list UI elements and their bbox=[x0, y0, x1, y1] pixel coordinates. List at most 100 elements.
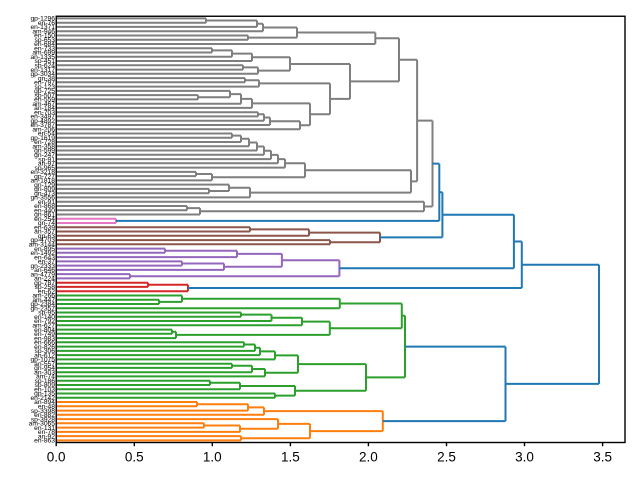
svg-text:en-140: en-140 bbox=[34, 314, 55, 321]
svg-text:en-684: en-684 bbox=[34, 41, 55, 48]
svg-text:am-266: am-266 bbox=[32, 293, 55, 300]
svg-text:gp-727: gp-727 bbox=[34, 173, 55, 180]
svg-text:gn-74: gn-74 bbox=[38, 220, 55, 227]
svg-text:gp-787: gp-787 bbox=[34, 280, 55, 287]
svg-text:gn-2357: gn-2357 bbox=[30, 305, 55, 312]
svg-text:sp-123: sp-123 bbox=[35, 84, 56, 91]
svg-text:sp-507: sp-507 bbox=[35, 92, 56, 99]
svg-text:en-666: en-666 bbox=[34, 340, 55, 347]
svg-text:en-37: en-37 bbox=[38, 259, 55, 266]
svg-text:am-699: am-699 bbox=[32, 50, 55, 57]
svg-text:gp-2384: gp-2384 bbox=[30, 301, 55, 308]
svg-text:en-643: en-643 bbox=[34, 254, 55, 261]
svg-text:en-91: en-91 bbox=[38, 199, 55, 206]
svg-text:sp-624: sp-624 bbox=[35, 63, 56, 70]
svg-text:en-54: en-54 bbox=[38, 131, 55, 138]
svg-text:an-1818: an-1818 bbox=[30, 178, 55, 185]
svg-text:en-792: en-792 bbox=[34, 318, 55, 325]
svg-text:en-48: en-48 bbox=[38, 404, 55, 411]
svg-text:en-728: en-728 bbox=[34, 139, 55, 146]
svg-text:am-3065: am-3065 bbox=[29, 421, 56, 428]
svg-text:gn-473: gn-473 bbox=[34, 190, 55, 197]
svg-text:gn-129: gn-129 bbox=[34, 182, 55, 189]
svg-text:en-882: en-882 bbox=[34, 412, 55, 419]
svg-text:gp-725: gp-725 bbox=[34, 88, 55, 95]
svg-text:an-224: an-224 bbox=[34, 276, 55, 283]
svg-text:en-3787: en-3787 bbox=[30, 122, 55, 129]
svg-text:en-440: en-440 bbox=[34, 207, 55, 214]
svg-text:en-749: en-749 bbox=[34, 331, 55, 338]
svg-text:gp-4892: gp-4892 bbox=[30, 118, 55, 125]
svg-text:en-3218: en-3218 bbox=[30, 169, 55, 176]
svg-text:gn-2333: gn-2333 bbox=[30, 263, 55, 270]
svg-text:am-467: am-467 bbox=[32, 101, 55, 108]
svg-text:gn-3556: gn-3556 bbox=[30, 195, 55, 202]
svg-text:gn-247: gn-247 bbox=[34, 152, 55, 159]
svg-text:sp-3398: sp-3398 bbox=[31, 408, 55, 415]
svg-text:en-78: en-78 bbox=[38, 429, 55, 436]
svg-text:en-863: en-863 bbox=[34, 438, 55, 445]
svg-text:sp-306: sp-306 bbox=[35, 348, 56, 355]
svg-text:en-639: en-639 bbox=[34, 225, 55, 232]
svg-text:an-97: an-97 bbox=[38, 161, 55, 168]
svg-text:am-627: am-627 bbox=[32, 323, 55, 330]
svg-text:en-131: en-131 bbox=[34, 425, 55, 432]
svg-text:an-4779: an-4779 bbox=[30, 271, 55, 278]
svg-text:sp-91: sp-91 bbox=[38, 156, 55, 163]
svg-text:en-804: en-804 bbox=[34, 327, 55, 334]
svg-text:en-254: en-254 bbox=[34, 216, 55, 223]
svg-text:en-826: en-826 bbox=[34, 344, 55, 351]
svg-text:0.5: 0.5 bbox=[125, 450, 144, 465]
svg-text:gp-1075: gp-1075 bbox=[30, 357, 55, 364]
svg-text:en-1492: en-1492 bbox=[30, 250, 55, 257]
svg-text:am-946: am-946 bbox=[32, 28, 55, 35]
svg-text:am-447: am-447 bbox=[32, 297, 55, 304]
svg-text:an-557: an-557 bbox=[34, 361, 55, 368]
svg-text:sp-95: sp-95 bbox=[38, 310, 55, 317]
svg-text:an-646: an-646 bbox=[34, 267, 55, 274]
svg-text:en-797: en-797 bbox=[34, 80, 55, 87]
svg-text:an-357: an-357 bbox=[34, 229, 55, 236]
svg-text:am-206: am-206 bbox=[32, 126, 55, 133]
svg-text:2.5: 2.5 bbox=[437, 450, 456, 465]
svg-text:3.0: 3.0 bbox=[515, 450, 534, 465]
svg-text:en-895: en-895 bbox=[34, 246, 55, 253]
svg-text:sp-186: sp-186 bbox=[35, 378, 56, 385]
svg-text:sp-258: sp-258 bbox=[35, 284, 56, 291]
svg-text:0.0: 0.0 bbox=[47, 450, 66, 465]
svg-text:en-2142: en-2142 bbox=[30, 395, 55, 402]
svg-text:3.5: 3.5 bbox=[593, 450, 612, 465]
svg-text:en-76: en-76 bbox=[38, 20, 55, 27]
svg-text:sp-653: sp-653 bbox=[35, 37, 56, 44]
svg-text:en-103: en-103 bbox=[34, 386, 55, 393]
svg-text:am-3144: am-3144 bbox=[29, 242, 56, 249]
svg-text:sp-809: sp-809 bbox=[35, 382, 56, 389]
svg-text:en-703: en-703 bbox=[34, 109, 55, 116]
svg-text:gp-1296: gp-1296 bbox=[30, 16, 55, 23]
svg-text:gp-4703: gp-4703 bbox=[30, 237, 55, 244]
svg-text:en-150: en-150 bbox=[34, 33, 55, 40]
svg-text:1.0: 1.0 bbox=[203, 450, 222, 465]
svg-text:sp-965: sp-965 bbox=[35, 165, 56, 172]
svg-text:en-1317: en-1317 bbox=[30, 67, 55, 74]
svg-text:gp-1619: gp-1619 bbox=[30, 135, 55, 142]
svg-text:an-303: an-303 bbox=[34, 369, 55, 376]
svg-text:gp-135: gp-135 bbox=[34, 391, 55, 398]
svg-text:an-92: an-92 bbox=[38, 433, 55, 440]
svg-text:1.5: 1.5 bbox=[281, 450, 300, 465]
svg-text:gp-63: gp-63 bbox=[38, 233, 55, 240]
svg-text:gn-861: gn-861 bbox=[34, 212, 55, 219]
svg-text:am-74: am-74 bbox=[36, 374, 55, 381]
svg-text:gn-599: gn-599 bbox=[34, 148, 55, 155]
svg-text:en-1371: en-1371 bbox=[30, 24, 55, 31]
svg-text:en-983: en-983 bbox=[34, 335, 55, 342]
svg-text:sp-451: sp-451 bbox=[35, 58, 56, 65]
svg-text:gn-38: gn-38 bbox=[38, 75, 55, 82]
svg-text:en-559: en-559 bbox=[34, 97, 55, 104]
svg-text:sp-3928: sp-3928 bbox=[31, 416, 55, 423]
svg-text:en-733: en-733 bbox=[34, 45, 55, 52]
svg-text:an-612: an-612 bbox=[34, 352, 55, 359]
svg-text:gp-3034: gp-3034 bbox=[30, 71, 55, 78]
svg-text:en-868: en-868 bbox=[34, 203, 55, 210]
svg-text:en-62: en-62 bbox=[38, 288, 55, 295]
